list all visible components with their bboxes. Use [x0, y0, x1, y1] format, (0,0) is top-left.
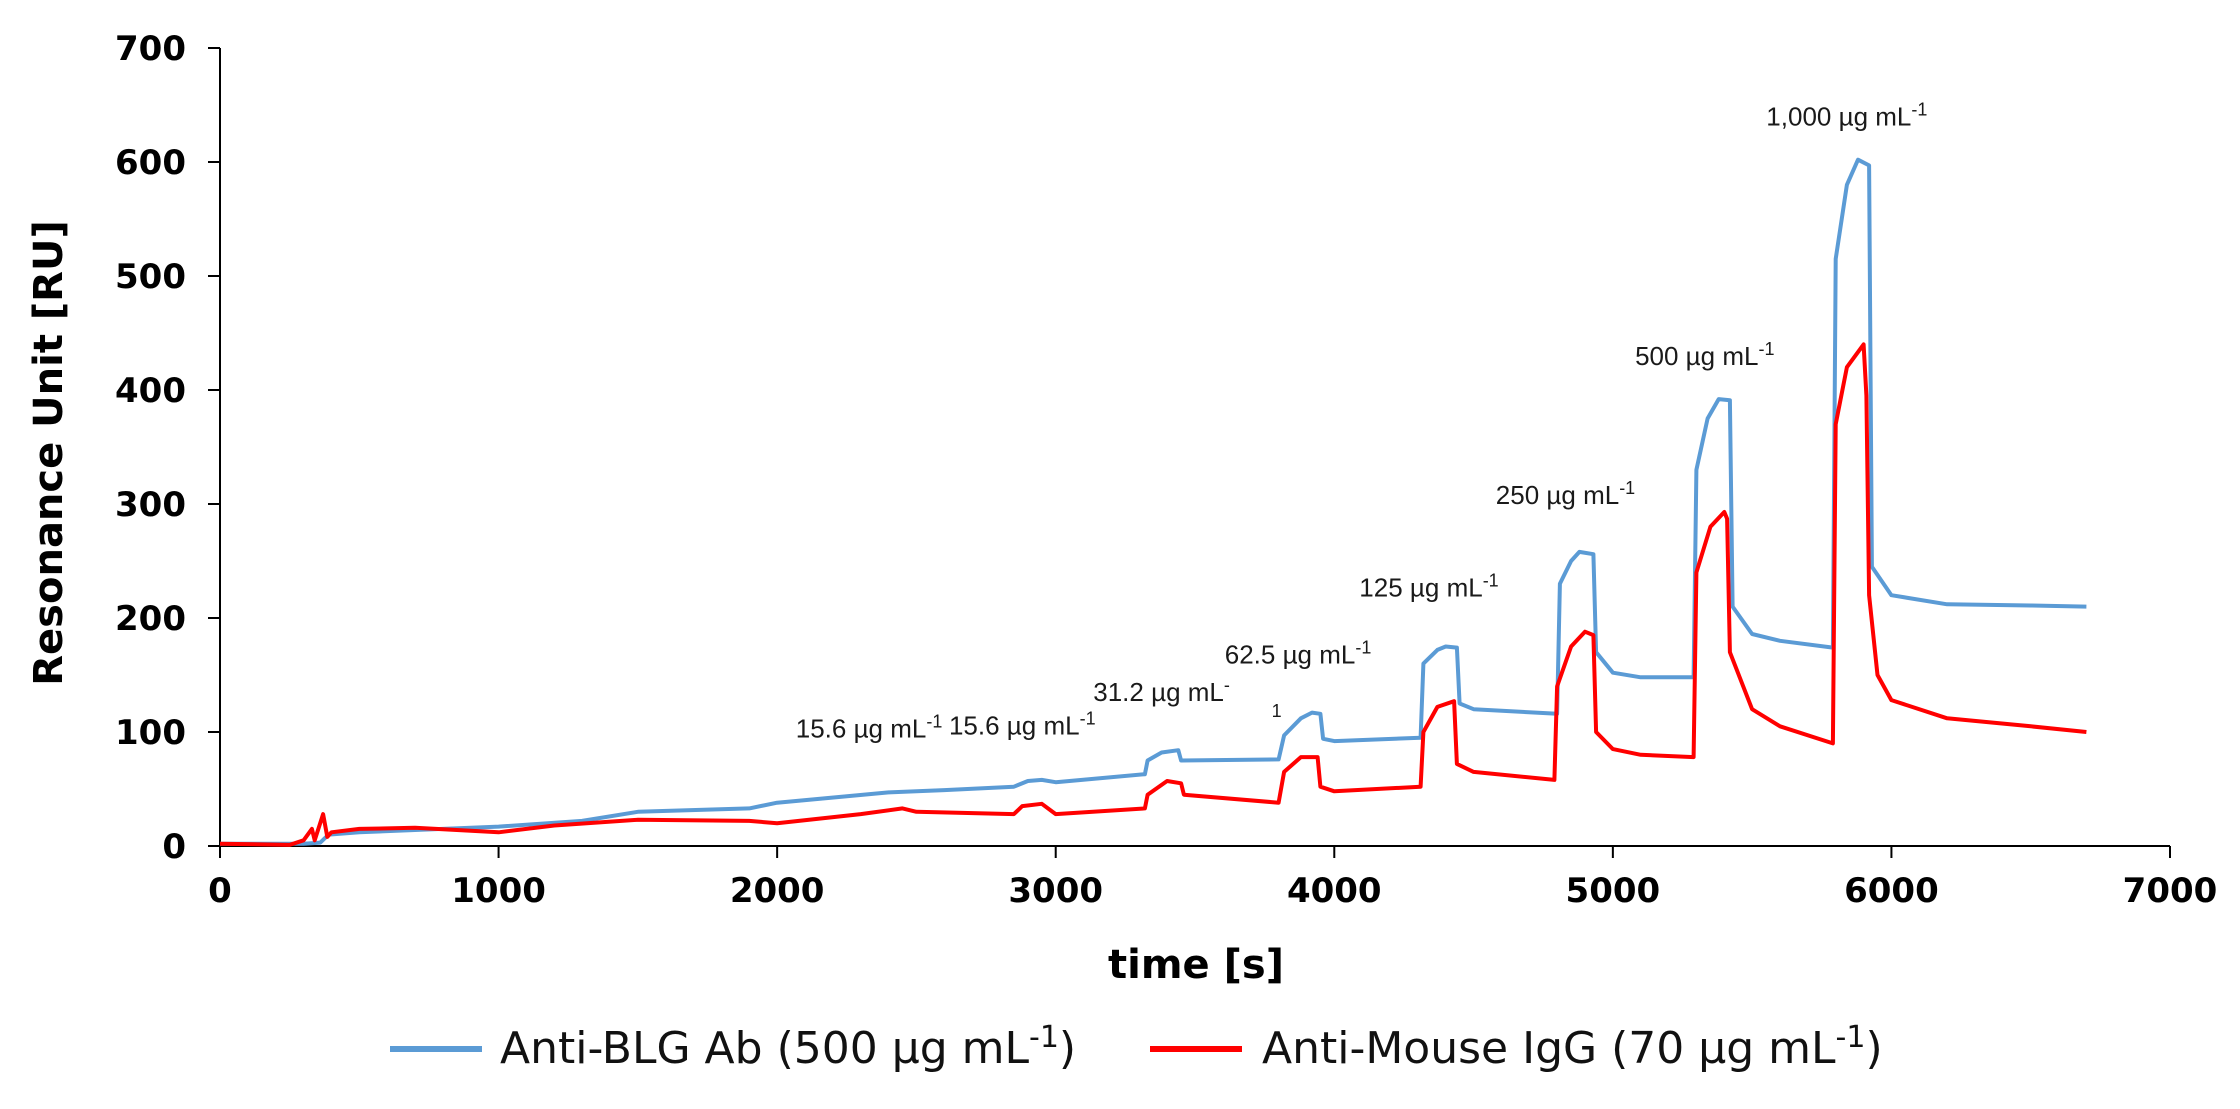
series-line-anti-blg [220, 157, 2087, 846]
y-axis-title: Resonance Unit [RU] [26, 220, 72, 686]
y-tick-label: 600 [115, 143, 186, 183]
concentration-annotation: 500 µg mL-1 [1635, 339, 1774, 371]
legend: Anti-BLG Ab (500 µg mL-1) Anti-Mouse IgG … [390, 1020, 1883, 1074]
legend-anti-mouse-igg-label: Anti-Mouse IgG (70 µg mL-1) [1262, 1020, 1883, 1074]
y-tick-label: 200 [115, 599, 186, 639]
series-layer [219, 157, 2087, 847]
concentration-annotation: 125 µg mL-1 [1359, 570, 1498, 602]
y-tick-label: 500 [115, 257, 186, 297]
x-tick-label: 5000 [1566, 871, 1661, 911]
x-tick-label: 7000 [2123, 871, 2218, 911]
concentration-annotation: 15.6 µg mL-1 [949, 708, 1096, 740]
concentration-annotation: 31.2 µg mL- [1093, 675, 1230, 707]
y-tick-label: 300 [115, 485, 186, 525]
x-tick-label: 1000 [451, 871, 546, 911]
concentration-annotation: 62.5 µg mL-1 [1225, 638, 1372, 670]
legend-anti-blg-label: Anti-BLG Ab (500 µg mL-1) [500, 1020, 1076, 1074]
y-tick-label: 100 [115, 713, 186, 753]
y-tick-label: 700 [115, 29, 186, 69]
x-tick-label: 4000 [1287, 871, 1382, 911]
concentration-annotation-wrap: 1 [1272, 701, 1282, 721]
x-tick-label: 0 [208, 871, 232, 911]
concentration-annotation: 15.6 µg mL-1 [796, 712, 943, 744]
concentration-annotation: 250 µg mL-1 [1496, 478, 1635, 510]
x-tick-label: 6000 [1844, 871, 1939, 911]
series-line-anti-mouse-igg [219, 342, 2087, 847]
concentration-annotation: 1,000 µg mL-1 [1766, 100, 1927, 132]
y-tick-label: 400 [115, 371, 186, 411]
y-tick-label: 0 [162, 827, 186, 867]
x-tick-label: 2000 [730, 871, 825, 911]
x-axis-title: time [s] [1108, 942, 1284, 988]
x-tick-label: 3000 [1008, 871, 1103, 911]
annotation-layer: 15.6 µg mL-1 15.6 µg mL-131.2 µg mL-162.5… [796, 100, 1928, 744]
